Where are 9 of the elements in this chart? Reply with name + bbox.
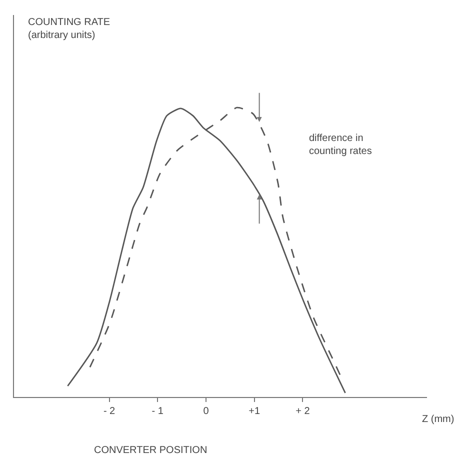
x-axis-title: Z (mm): [422, 414, 454, 425]
x-tick-label: 0: [203, 406, 210, 417]
annotation: difference in counting rates: [309, 133, 372, 157]
x-tick-label: + 2: [296, 406, 310, 417]
x-tick-label: - 2: [103, 406, 116, 417]
x-tick-label: - 1: [152, 406, 164, 417]
text: CONVERTER POSITION: [94, 445, 208, 456]
x-tick-label: +1: [248, 406, 260, 417]
text: COUNTING RATE (arbitrary units): [28, 17, 110, 41]
